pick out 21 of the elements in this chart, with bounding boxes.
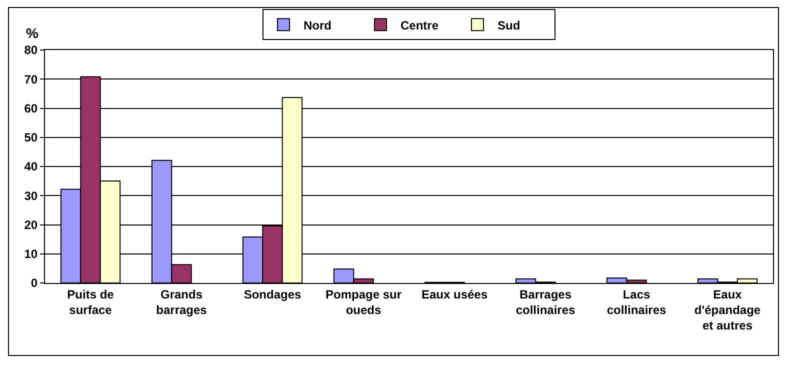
legend-label: Sud <box>498 18 520 32</box>
x-tick-label: Barrages collinaires <box>516 287 576 317</box>
y-tick-label: 10 <box>24 247 38 262</box>
legend-label: Centre <box>400 18 439 32</box>
y-tick-label: 30 <box>24 188 38 203</box>
legend-label: Nord <box>304 18 332 32</box>
y-tick-label: 50 <box>24 130 38 145</box>
x-tick-label: Eaux d'épandage et autres <box>694 287 761 333</box>
y-tick-label: 20 <box>24 218 38 232</box>
x-tick-label: Puits de surface <box>67 287 114 317</box>
x-tick-label: Pompage sur oueds <box>325 287 402 317</box>
y-tick-label: 0 <box>30 276 38 290</box>
y-tick-label: 70 <box>24 72 38 86</box>
x-tick-label: Lacs collinaires <box>606 287 666 317</box>
x-tick-label: Sondages <box>244 287 302 302</box>
y-tick-label: 60 <box>24 101 38 116</box>
y-tick-label: 40 <box>24 160 38 174</box>
x-tick-label: Grands barrages <box>156 287 208 317</box>
x-tick-label: Eaux usées <box>421 287 488 302</box>
y-tick-label: 80 <box>24 43 38 58</box>
y-axis-title: % <box>26 25 39 41</box>
